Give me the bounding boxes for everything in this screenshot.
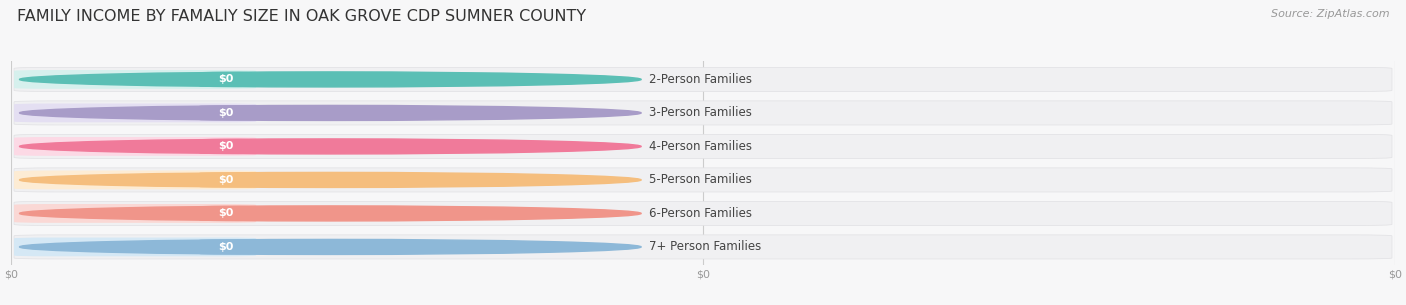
FancyBboxPatch shape [200,139,252,154]
Text: Source: ZipAtlas.com: Source: ZipAtlas.com [1271,9,1389,19]
FancyBboxPatch shape [14,70,256,89]
Circle shape [20,172,641,188]
Text: 3-Person Families: 3-Person Families [650,106,752,120]
FancyBboxPatch shape [14,168,1392,192]
FancyBboxPatch shape [14,101,1392,125]
FancyBboxPatch shape [14,170,256,189]
FancyBboxPatch shape [14,103,256,122]
FancyBboxPatch shape [200,239,252,255]
FancyBboxPatch shape [14,67,1392,92]
Text: 4-Person Families: 4-Person Families [650,140,752,153]
FancyBboxPatch shape [200,172,252,188]
Text: 7+ Person Families: 7+ Person Families [650,240,762,253]
FancyBboxPatch shape [14,201,1392,225]
FancyBboxPatch shape [200,72,252,87]
Text: $0: $0 [218,74,233,84]
Circle shape [20,139,641,154]
Text: $0: $0 [218,208,233,218]
Text: 5-Person Families: 5-Person Families [650,174,752,186]
Circle shape [20,239,641,254]
FancyBboxPatch shape [200,105,252,121]
Circle shape [20,72,641,87]
Text: $0: $0 [218,108,233,118]
Circle shape [20,206,641,221]
FancyBboxPatch shape [200,206,252,221]
FancyBboxPatch shape [14,135,1392,159]
Text: $0: $0 [218,175,233,185]
Text: FAMILY INCOME BY FAMALIY SIZE IN OAK GROVE CDP SUMNER COUNTY: FAMILY INCOME BY FAMALIY SIZE IN OAK GRO… [17,9,586,24]
Text: $0: $0 [218,242,233,252]
Text: $0: $0 [218,142,233,151]
Text: 2-Person Families: 2-Person Families [650,73,752,86]
FancyBboxPatch shape [14,238,256,256]
Text: 6-Person Families: 6-Person Families [650,207,752,220]
Circle shape [20,106,641,120]
FancyBboxPatch shape [14,204,256,223]
FancyBboxPatch shape [14,235,1392,259]
FancyBboxPatch shape [14,137,256,156]
